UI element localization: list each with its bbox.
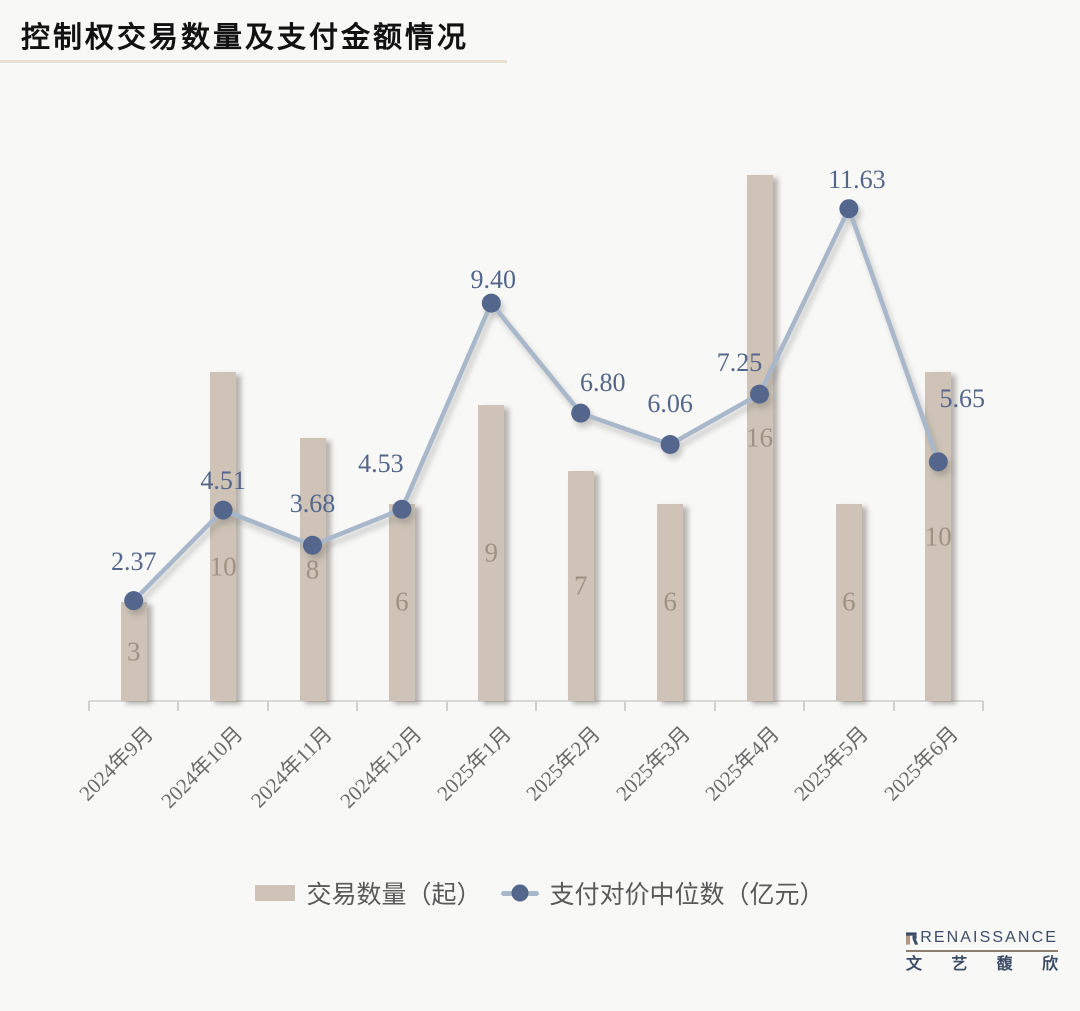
x-axis-label: 2025年1月 (432, 721, 516, 806)
brand-name: RENAISSANCE (920, 929, 1058, 946)
brand-logo: RENAISSANCE 文艺馥欣 (906, 930, 1058, 973)
x-axis-label: 2024年12月 (335, 721, 427, 813)
logo-divider (906, 950, 1058, 952)
line-value-label: 4.53 (358, 449, 404, 479)
legend-item-line: 支付对价中位数（亿元） (500, 875, 825, 911)
line-value-label: 9.40 (470, 265, 517, 295)
legend-label-bars: 交易数量（起） (306, 882, 482, 909)
legend-item-bars: 交易数量（起） (255, 875, 482, 911)
line-point-marker (839, 199, 859, 219)
bar-value-label: 16 (746, 422, 773, 453)
line-point-marker (571, 403, 591, 423)
x-axis-tick (177, 701, 180, 711)
x-axis-tick (535, 701, 537, 711)
bar-value-label: 8 (305, 554, 320, 585)
x-axis-label: 2025年6月 (879, 721, 963, 806)
line-series-swatch (500, 884, 539, 902)
line-value-label: 6.06 (647, 389, 693, 419)
x-axis-tick (624, 701, 627, 711)
line-point-marker (660, 434, 680, 454)
bar-value-label: 10 (924, 521, 952, 552)
line-value-label: 7.25 (716, 348, 763, 378)
x-axis-label: 2025年4月 (700, 721, 785, 806)
x-axis-tick (266, 701, 269, 711)
legend-label-line: 支付对价中位数（亿元） (549, 882, 825, 909)
x-axis-tick (88, 701, 90, 711)
bar-value-label: 6 (395, 586, 409, 617)
x-axis-tick (445, 701, 448, 711)
bar-series-swatch (255, 885, 296, 901)
x-axis-label: 2024年10月 (156, 721, 248, 813)
bar-value-label: 6 (663, 586, 677, 617)
x-axis-tick (982, 701, 984, 711)
bar-value-label: 9 (484, 537, 499, 568)
line-series-marker-icon (511, 884, 528, 902)
line-value-label: 5.65 (939, 383, 986, 413)
bar-value-label: 10 (209, 551, 237, 582)
x-axis-label: 2025年3月 (610, 721, 695, 806)
line-point-marker (481, 293, 501, 313)
bar-2024年10月 (210, 372, 237, 701)
renaissance-logo-icon (906, 932, 919, 945)
bar-value-label: 7 (573, 570, 588, 601)
line-value-label: 3.68 (289, 489, 336, 519)
line-value-label: 6.80 (579, 368, 626, 398)
x-axis-tick (892, 701, 895, 711)
x-axis-label: 2024年11月 (246, 721, 338, 813)
title-underline (0, 60, 507, 63)
bar-value-label: 6 (842, 586, 856, 617)
chart-legend: 交易数量（起） 支付对价中位数（亿元） (0, 876, 1080, 910)
bar-value-label: 3 (126, 636, 141, 667)
line-value-label: 4.51 (200, 466, 246, 496)
bar-2024年9月 (120, 602, 147, 701)
line-value-label: 2.37 (110, 546, 157, 576)
x-axis-label: 2025年2月 (521, 721, 606, 806)
brand-name-chinese: 文艺馥欣 (906, 956, 1058, 973)
x-axis-tick (803, 701, 806, 711)
line-value-label: 11.63 (828, 164, 886, 194)
page-title: 控制权交易数量及支付金额情况 (21, 22, 470, 54)
x-axis-tick (713, 701, 716, 711)
x-axis-label: 2024年9月 (74, 721, 159, 806)
x-axis-label: 2025年5月 (789, 721, 874, 806)
x-axis-tick (356, 701, 359, 711)
